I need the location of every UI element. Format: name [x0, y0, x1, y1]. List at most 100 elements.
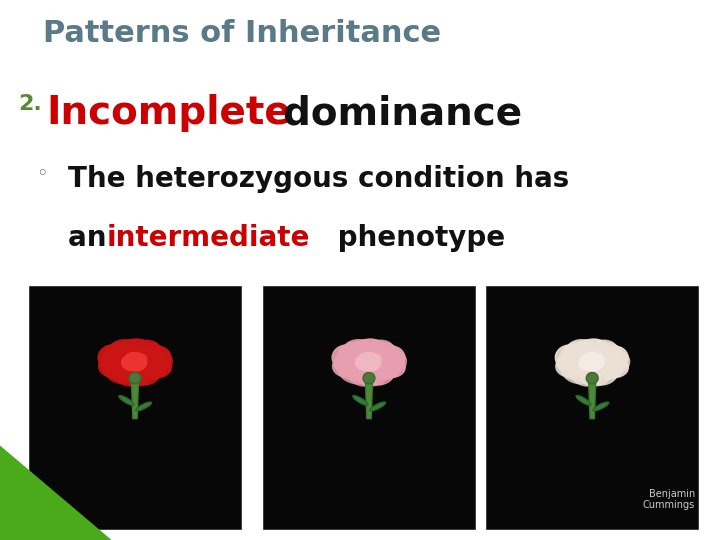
Ellipse shape [122, 346, 145, 360]
Polygon shape [0, 446, 112, 540]
Ellipse shape [378, 357, 405, 377]
Ellipse shape [557, 353, 579, 372]
Ellipse shape [334, 353, 356, 372]
Ellipse shape [366, 354, 381, 364]
Ellipse shape [376, 362, 400, 380]
Ellipse shape [353, 362, 376, 379]
Ellipse shape [123, 366, 153, 386]
Ellipse shape [585, 353, 601, 363]
Ellipse shape [599, 354, 616, 371]
Ellipse shape [100, 353, 122, 372]
Ellipse shape [104, 342, 132, 362]
Ellipse shape [348, 366, 379, 386]
Ellipse shape [114, 346, 138, 363]
Ellipse shape [567, 340, 595, 359]
Ellipse shape [125, 364, 152, 377]
Text: intermediate: intermediate [107, 224, 310, 252]
Text: an: an [68, 224, 117, 252]
Ellipse shape [343, 340, 372, 359]
Ellipse shape [348, 346, 372, 363]
Ellipse shape [123, 354, 138, 365]
Ellipse shape [105, 363, 136, 384]
Ellipse shape [131, 364, 160, 385]
Ellipse shape [370, 402, 385, 411]
Ellipse shape [579, 357, 594, 370]
Ellipse shape [348, 360, 371, 377]
FancyBboxPatch shape [29, 286, 241, 529]
Text: Incomplete: Incomplete [47, 94, 292, 132]
Ellipse shape [572, 366, 603, 386]
Ellipse shape [136, 355, 147, 367]
Ellipse shape [146, 346, 171, 370]
Text: dominance: dominance [256, 94, 522, 132]
Ellipse shape [356, 356, 369, 369]
Ellipse shape [571, 339, 604, 357]
Ellipse shape [135, 359, 147, 369]
Ellipse shape [601, 357, 629, 377]
Polygon shape [589, 380, 596, 418]
Ellipse shape [112, 355, 130, 375]
Ellipse shape [585, 347, 609, 360]
Ellipse shape [588, 362, 613, 377]
Ellipse shape [353, 396, 368, 405]
Ellipse shape [362, 353, 378, 363]
Ellipse shape [363, 361, 379, 371]
Ellipse shape [357, 366, 387, 386]
Ellipse shape [356, 357, 371, 370]
Ellipse shape [364, 347, 390, 362]
Ellipse shape [339, 363, 370, 384]
Ellipse shape [369, 340, 395, 359]
Text: phenotype: phenotype [328, 224, 505, 252]
Ellipse shape [346, 355, 364, 375]
Ellipse shape [576, 396, 591, 405]
Ellipse shape [119, 362, 142, 379]
Ellipse shape [98, 345, 126, 369]
Ellipse shape [142, 354, 158, 371]
Ellipse shape [582, 353, 600, 363]
Ellipse shape [582, 364, 609, 377]
Ellipse shape [364, 362, 390, 377]
Ellipse shape [359, 353, 377, 363]
Ellipse shape [125, 353, 143, 363]
Ellipse shape [109, 340, 138, 359]
Ellipse shape [603, 346, 629, 370]
Ellipse shape [588, 347, 613, 362]
Ellipse shape [582, 361, 595, 370]
Ellipse shape [580, 354, 595, 365]
Ellipse shape [592, 340, 618, 359]
Ellipse shape [357, 354, 372, 365]
Ellipse shape [371, 348, 393, 367]
Ellipse shape [129, 361, 145, 371]
Ellipse shape [136, 402, 151, 411]
Ellipse shape [572, 360, 594, 377]
Ellipse shape [561, 342, 589, 362]
Ellipse shape [125, 361, 138, 370]
Ellipse shape [140, 343, 164, 361]
Ellipse shape [332, 345, 360, 369]
Ellipse shape [137, 348, 159, 367]
Text: ◦: ◦ [36, 165, 48, 184]
Polygon shape [365, 380, 373, 418]
Ellipse shape [146, 351, 172, 374]
Text: 2.: 2. [18, 94, 42, 114]
Ellipse shape [119, 396, 134, 405]
Ellipse shape [555, 345, 583, 369]
Ellipse shape [128, 353, 144, 363]
Ellipse shape [569, 355, 587, 375]
Ellipse shape [130, 362, 156, 377]
Ellipse shape [558, 359, 587, 381]
Text: The heterozygous condition has: The heterozygous condition has [68, 165, 570, 193]
Ellipse shape [144, 357, 171, 377]
Ellipse shape [586, 361, 603, 371]
Ellipse shape [114, 339, 147, 357]
Ellipse shape [592, 359, 604, 369]
Ellipse shape [380, 346, 405, 370]
Ellipse shape [572, 346, 595, 363]
Ellipse shape [109, 348, 134, 368]
Ellipse shape [130, 347, 156, 362]
Ellipse shape [125, 340, 154, 356]
Ellipse shape [128, 347, 152, 360]
Ellipse shape [593, 355, 604, 367]
FancyBboxPatch shape [263, 286, 475, 529]
Text: Benjamin
Cummings: Benjamin Cummings [642, 489, 695, 510]
